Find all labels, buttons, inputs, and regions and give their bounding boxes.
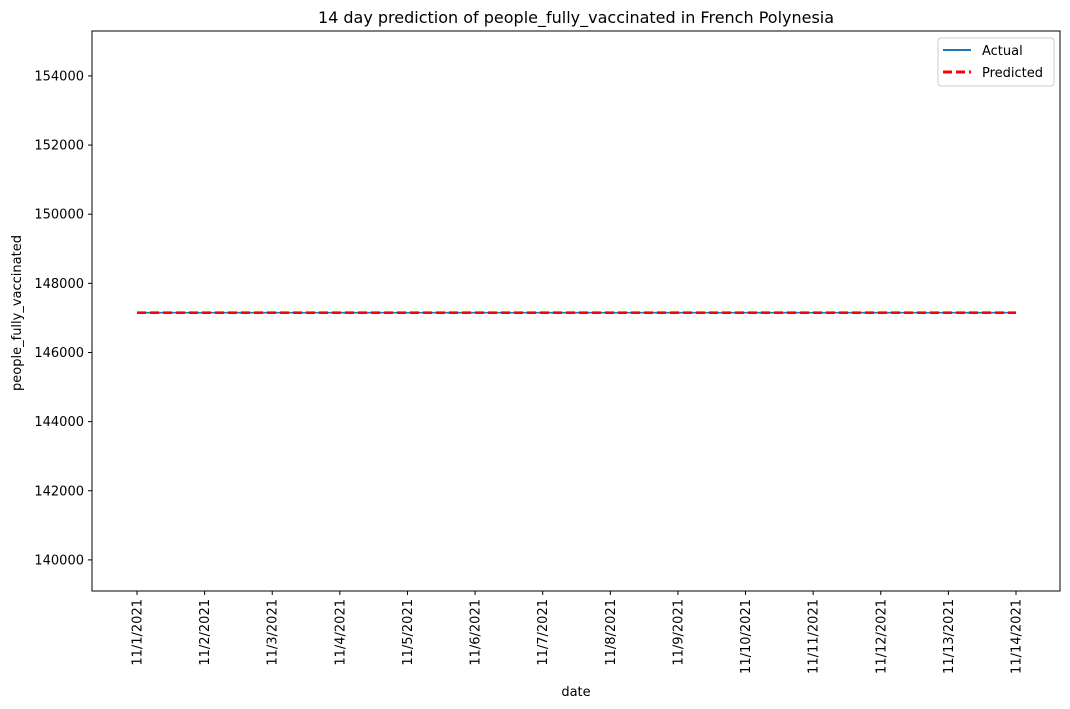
legend-actual-label: Actual (982, 44, 1023, 59)
x-tick-label: 11/7/2021 (536, 599, 551, 666)
y-tick-label: 148000 (34, 277, 84, 292)
x-tick-label: 11/3/2021 (266, 599, 281, 666)
legend-predicted-label: Predicted (982, 66, 1043, 81)
y-tick-label: 152000 (34, 139, 84, 154)
y-tick-label: 146000 (34, 346, 84, 361)
x-tick-label: 11/14/2021 (1010, 599, 1025, 674)
plot-area: 140000 142000 144000 146000 148000 150000 1520… (34, 30, 1061, 674)
chart-title: 14 day prediction of people_fully_vaccin… (318, 8, 834, 28)
axes-frame (91, 30, 1061, 592)
y-axis-label: people_fully_vaccinated (10, 235, 25, 391)
x-tick-label: 11/1/2021 (131, 599, 146, 666)
y-tick-label: 140000 (34, 553, 84, 568)
x-axis-label: date (561, 685, 590, 700)
y-tick-label: 142000 (34, 484, 84, 499)
x-tick-label: 11/10/2021 (739, 599, 754, 674)
x-tick-label: 11/4/2021 (333, 599, 348, 666)
x-tick-label: 11/5/2021 (401, 599, 416, 666)
x-tick-label: 11/8/2021 (604, 599, 619, 666)
x-tick-label: 11/12/2021 (874, 599, 889, 674)
y-tick-label: 154000 (34, 69, 84, 84)
x-tick-label: 11/11/2021 (807, 599, 822, 674)
x-tick-label: 11/2/2021 (198, 599, 213, 666)
x-tick-label: 11/6/2021 (469, 599, 484, 666)
y-tick-label: 144000 (34, 415, 84, 430)
x-tick-label: 11/9/2021 (671, 599, 686, 666)
legend: Actual Predicted (937, 37, 1055, 87)
x-tick-label: 11/13/2021 (942, 599, 957, 674)
y-tick-label: 150000 (34, 208, 84, 223)
